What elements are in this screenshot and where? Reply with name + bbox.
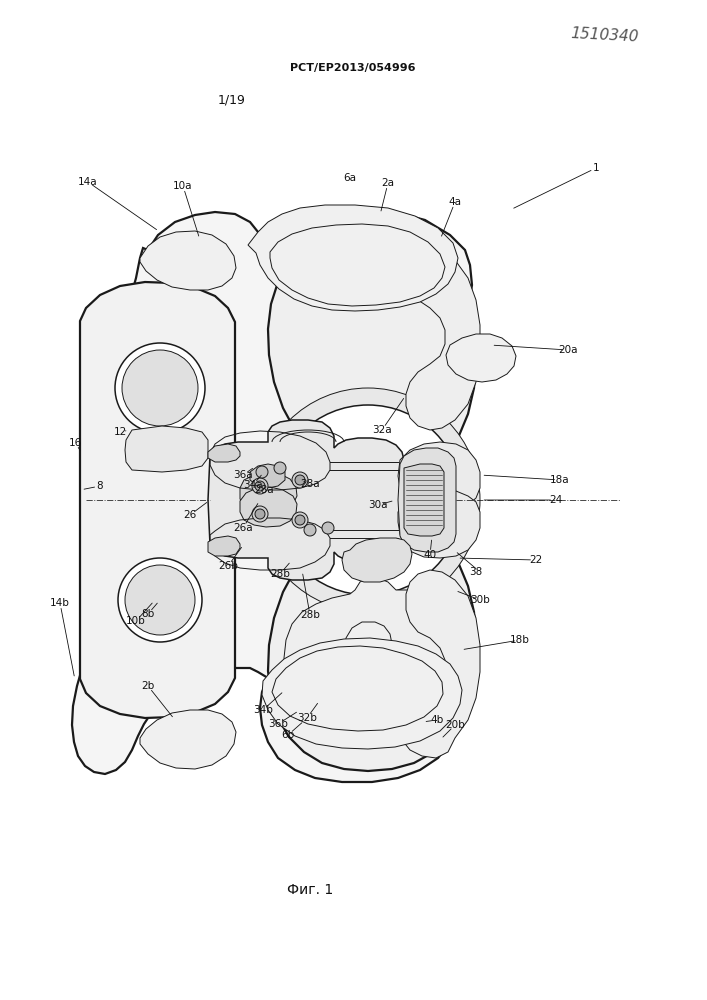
Text: 4a: 4a [448,197,462,207]
Text: 24: 24 [549,495,563,505]
Text: 1: 1 [592,163,600,173]
Text: 32b: 32b [297,713,317,723]
Text: PCT/EP2013/054996: PCT/EP2013/054996 [291,63,416,73]
Text: 34b: 34b [253,705,273,715]
Text: 38: 38 [469,567,483,577]
Text: 1/19: 1/19 [218,94,246,106]
Circle shape [115,343,205,433]
Text: 40: 40 [423,550,436,560]
Text: 28b: 28b [270,569,290,579]
Circle shape [292,472,308,488]
Text: 1510340: 1510340 [570,26,639,44]
Text: 20b: 20b [445,720,465,730]
Circle shape [295,475,305,485]
Text: 4b: 4b [431,715,443,725]
Text: 32a: 32a [372,425,392,435]
Polygon shape [262,638,462,749]
Circle shape [292,512,308,528]
Text: 26: 26 [183,510,197,520]
Text: 8: 8 [97,481,103,491]
Circle shape [255,481,265,491]
Circle shape [252,478,268,494]
Circle shape [256,388,480,612]
Circle shape [125,565,195,635]
Polygon shape [208,444,240,462]
Polygon shape [250,464,285,488]
Circle shape [274,462,286,474]
Text: 6b: 6b [281,730,295,740]
Text: 28a: 28a [255,485,274,495]
Circle shape [256,466,268,478]
Polygon shape [240,473,297,513]
Text: 2a: 2a [382,178,395,188]
Polygon shape [140,710,236,769]
Text: 22: 22 [530,555,543,565]
Circle shape [122,350,198,426]
Text: 18b: 18b [510,635,530,645]
Circle shape [255,509,265,519]
Polygon shape [342,538,412,582]
Text: 2b: 2b [141,681,155,691]
Circle shape [322,522,334,534]
Text: 8b: 8b [141,609,155,619]
Polygon shape [446,334,516,382]
Text: 12: 12 [113,427,127,437]
Text: 10b: 10b [126,616,146,626]
Text: 28b: 28b [300,610,320,620]
Polygon shape [208,420,454,580]
Polygon shape [72,210,472,782]
Text: Фиг. 1: Фиг. 1 [287,883,333,897]
Text: 20a: 20a [559,345,578,355]
Polygon shape [240,487,297,527]
Text: 18a: 18a [550,475,570,485]
Polygon shape [400,570,480,758]
Polygon shape [125,426,208,472]
Circle shape [295,515,305,525]
Text: 30a: 30a [368,500,387,510]
Polygon shape [398,448,456,552]
Polygon shape [248,205,458,311]
Polygon shape [268,229,476,771]
Text: 10a: 10a [173,181,193,191]
Text: 6a: 6a [344,173,356,183]
Text: 14b: 14b [50,598,70,608]
Circle shape [118,558,202,642]
Polygon shape [80,282,235,718]
Polygon shape [400,242,480,430]
Text: 34a: 34a [243,480,263,490]
Polygon shape [284,578,454,724]
Polygon shape [398,490,480,558]
Polygon shape [208,536,240,556]
Text: 30b: 30b [470,595,490,605]
Circle shape [304,524,316,536]
Text: 16: 16 [69,438,81,448]
Circle shape [273,405,463,595]
Text: 36a: 36a [233,470,253,480]
Polygon shape [140,231,236,290]
Text: 14a: 14a [78,177,98,187]
Circle shape [252,506,268,522]
Polygon shape [404,464,444,536]
Text: 26a: 26a [233,523,253,533]
Text: 26b: 26b [218,561,238,571]
Polygon shape [398,442,480,510]
Text: 28a: 28a [300,479,320,489]
Text: 36b: 36b [268,719,288,729]
